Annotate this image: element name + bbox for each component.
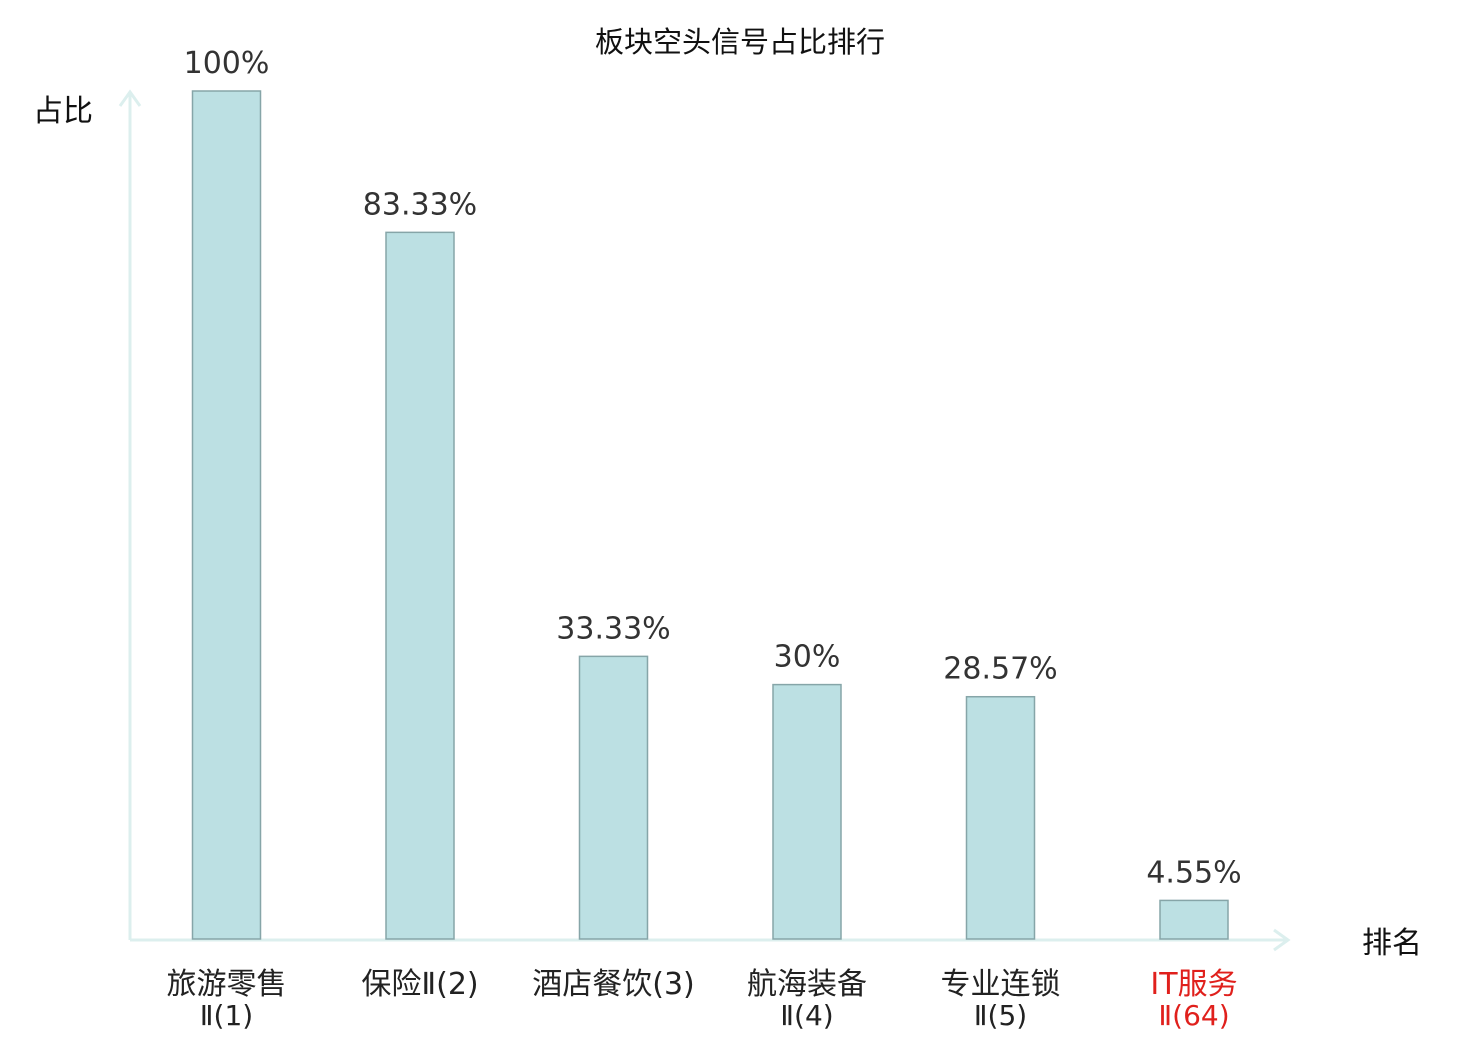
value-label: 83.33% <box>363 187 477 222</box>
value-label: 30% <box>774 640 841 675</box>
category-sublabel: Ⅱ(64) <box>1158 999 1229 1032</box>
value-label: 100% <box>184 46 270 81</box>
bar <box>385 231 455 940</box>
value-label: 28.57% <box>943 652 1057 687</box>
x-axis-arrow-icon <box>1273 928 1291 952</box>
bar <box>772 683 842 940</box>
bar <box>578 655 649 940</box>
category-label: 航海装备 <box>747 967 867 1002</box>
value-labels-group: 100% 83.33% 33.33% 30% 28.57% 4.55% <box>184 46 1242 890</box>
y-axis-label: 占比 <box>33 94 93 129</box>
bar <box>191 90 262 940</box>
bar <box>965 695 1036 940</box>
category-label: 酒店餐饮(3) <box>532 967 695 1002</box>
category-label: IT服务 <box>1150 967 1237 1002</box>
y-axis-arrow-icon <box>118 89 142 107</box>
value-label: 33.33% <box>556 611 670 646</box>
bars-group <box>191 90 1229 940</box>
category-label: 旅游零售 <box>167 967 287 1002</box>
category-label: 保险Ⅱ(2) <box>361 967 478 1002</box>
value-label: 4.55% <box>1146 855 1241 890</box>
bar <box>1159 899 1229 940</box>
x-axis-label: 排名 <box>1362 926 1422 961</box>
category-sublabel: Ⅱ(1) <box>200 999 253 1032</box>
axes <box>118 89 1291 952</box>
category-label: 专业连锁 <box>941 967 1061 1002</box>
category-sublabel: Ⅱ(4) <box>780 999 833 1032</box>
category-sublabel: Ⅱ(5) <box>974 999 1027 1032</box>
chart-title: 板块空头信号占比排行 <box>595 25 885 59</box>
